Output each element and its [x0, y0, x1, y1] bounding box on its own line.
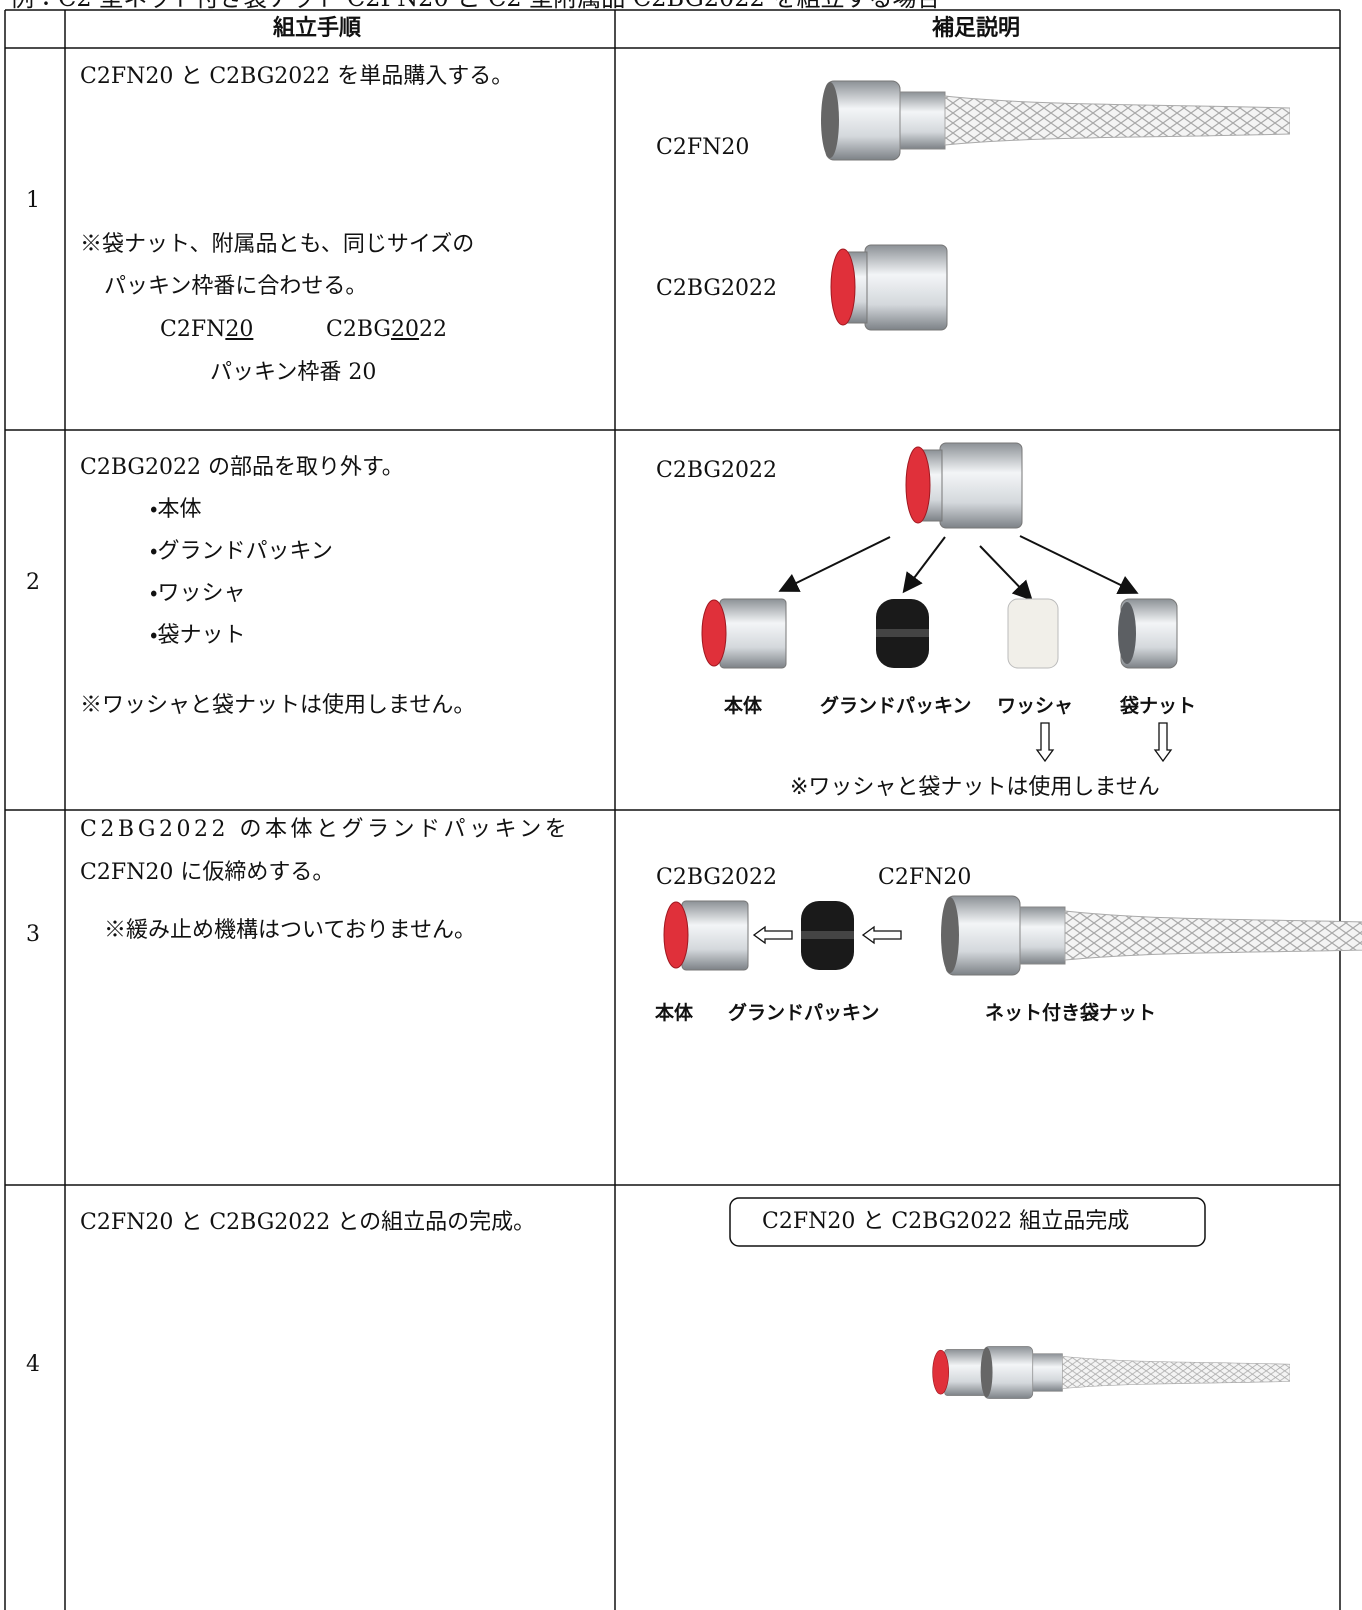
c2fn20-image: [940, 895, 1362, 976]
down-arrow: [1036, 722, 1054, 762]
figure-label: C2BG2022: [656, 458, 777, 483]
figure-label: C2FN20: [656, 135, 750, 160]
column-header: 組立手順: [273, 16, 362, 41]
part-label: グランドパッキン: [728, 1002, 880, 1024]
size-caption: パッキン枠番 20: [210, 360, 377, 385]
part-prefix: C2BG: [326, 317, 391, 342]
part-label: ネット付き袋ナット: [985, 1002, 1157, 1024]
step-text: ・ワッシャ: [150, 581, 246, 606]
part-label: 袋ナット: [1120, 695, 1197, 717]
assembly-image: [932, 1349, 990, 1396]
step-text: ・袋ナット: [150, 623, 246, 648]
step-text: C2FN20 と C2BG2022 との組立品の完成。: [80, 1210, 536, 1235]
part-suffix: 22: [418, 317, 447, 342]
c2bg2022-image: [830, 244, 948, 331]
c2bg2022-image: [905, 442, 1023, 529]
step-number: 2: [26, 570, 40, 595]
nut-image: [1117, 598, 1178, 669]
step-text: C2FN20 と C2BG2022 を単品購入する。: [80, 64, 514, 89]
part-label: ワッシャ: [997, 695, 1074, 717]
left-arrow: [753, 926, 793, 944]
washer-image: [1007, 598, 1059, 669]
step-text: C2BG2022 の本体とグランドパッキンを: [80, 817, 571, 842]
size-example: C2FN20: [160, 317, 253, 343]
note-text: ※ワッシャと袋ナットは使用しません。: [80, 693, 476, 718]
left-arrow: [862, 926, 902, 944]
step-number: 4: [26, 1352, 40, 1377]
figure-label: C2BG2022: [656, 865, 777, 890]
step-text: C2FN20 に仮締めする。: [80, 860, 335, 885]
size-number: 20: [390, 317, 419, 342]
body-image: [701, 598, 787, 669]
figure-label: C2FN20: [878, 865, 972, 890]
step-number: 3: [26, 922, 40, 947]
split-arrows: [778, 535, 1139, 601]
part-label: 本体: [724, 695, 763, 717]
note-text: ※緩み止め機構はついておりません。: [104, 918, 477, 943]
step-text: ・本体: [150, 497, 202, 522]
note-text: パッキン枠番に合わせる。: [104, 274, 368, 299]
step-text: C2BG2022 の部品を取り外す。: [80, 455, 404, 480]
body-image: [663, 900, 749, 971]
size-example: C2BG2022: [326, 317, 447, 343]
part-prefix: C2FN: [160, 317, 226, 342]
caption-box: [729, 1197, 1206, 1247]
note-text: ※袋ナット、附属品とも、同じサイズの: [80, 232, 475, 257]
down-arrow: [1154, 722, 1172, 762]
assembly-image: [980, 1345, 1290, 1400]
packing-image: [801, 901, 854, 970]
step-number: 1: [26, 188, 40, 213]
packing-image: [876, 599, 929, 668]
table-grid: [4, 9, 1341, 1610]
step-text: ・グランドパッキン: [150, 539, 333, 564]
c2fn20-image: [820, 80, 1290, 161]
figure-label: C2BG2022: [656, 276, 777, 301]
page-title: 例：C2 型ネット付き袋ナット C2FN20 と C2 型附属品 C2BG202…: [10, 0, 940, 11]
figure-note: ※ワッシャと袋ナットは使用しません: [790, 775, 1160, 800]
figure-box-text: C2FN20 と C2BG2022 組立品完成: [762, 1209, 1130, 1234]
column-header: 補足説明: [932, 16, 1021, 41]
part-label: 本体: [655, 1002, 694, 1024]
part-label: グランドパッキン: [820, 695, 972, 717]
size-number: 20: [225, 317, 254, 342]
